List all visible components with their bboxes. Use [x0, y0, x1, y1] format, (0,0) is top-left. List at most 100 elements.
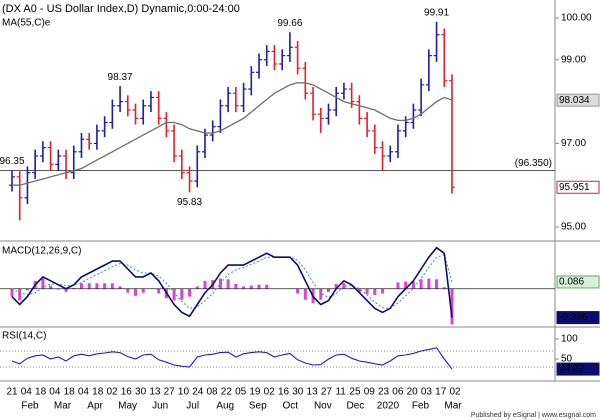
y-tick-label: 100.00	[561, 13, 592, 24]
x-tick-label: 13	[149, 387, 161, 398]
x-tick-label: 18	[35, 387, 47, 398]
histogram-bar	[103, 283, 107, 289]
histogram-bar	[118, 286, 122, 289]
histogram-bar	[226, 279, 230, 289]
month-label: Sep	[249, 401, 267, 412]
x-tick-label: 03	[421, 387, 433, 398]
signal-last-box	[556, 275, 600, 289]
signal-line	[11, 254, 453, 309]
histogram-bar	[396, 282, 400, 289]
histogram-bar	[334, 284, 338, 289]
histogram-bar	[79, 283, 83, 289]
histogram-bar	[188, 288, 192, 297]
month-label: May	[118, 401, 137, 412]
histogram-bar	[49, 285, 53, 289]
x-tick-label: 27	[321, 387, 333, 398]
histogram-bar	[450, 288, 454, 325]
price-annotation: 96.35	[0, 156, 25, 167]
x-tick-label: 11	[335, 387, 346, 398]
x-tick-label: 16	[278, 387, 290, 398]
rsi-last-box	[556, 362, 600, 376]
histogram-bar	[110, 283, 114, 289]
macd-last-box	[556, 311, 600, 325]
macd-line	[11, 246, 453, 318]
ma-line	[12, 82, 453, 186]
histogram-bar	[18, 288, 22, 301]
x-tick-label: 30	[135, 387, 147, 398]
x-tick-label: 25	[349, 387, 361, 398]
x-tick-label: 20	[407, 387, 419, 398]
price-annotation: 98.37	[108, 72, 133, 83]
price-annotation: 99.91	[424, 7, 449, 18]
y-tick-label: 50	[561, 354, 573, 365]
rsi-line	[11, 347, 453, 370]
x-tick-label: 02	[449, 387, 461, 398]
x-tick-label: 27	[164, 387, 176, 398]
histogram-bar	[203, 280, 207, 289]
x-tick-label: 05	[235, 387, 247, 398]
histogram-bar	[234, 284, 238, 289]
x-tick-label: 02	[106, 387, 118, 398]
x-tick-label: 06	[392, 387, 404, 398]
month-label: Apr	[87, 401, 103, 412]
macd-last: -0.366	[559, 312, 588, 323]
month-label: Dec	[346, 401, 364, 412]
histogram-bar	[373, 288, 377, 296]
histogram-bar	[296, 288, 300, 294]
histogram-bar	[411, 281, 415, 289]
x-tick-label: 08	[207, 387, 219, 398]
histogram-bar	[64, 288, 68, 292]
x-tick-label: 13	[307, 387, 319, 398]
histogram-bar	[357, 288, 361, 293]
chart-title: (DX A0 - US Dollar Index,D) Dynamic,0:00…	[2, 3, 240, 15]
signal-last: 0.086	[559, 277, 584, 288]
x-tick-label: 04	[49, 387, 61, 398]
histogram-bar	[303, 288, 307, 300]
month-label: Feb	[21, 401, 39, 412]
y-tick-label: 99.00	[561, 54, 586, 65]
month-label: Oct	[283, 401, 299, 412]
level-label: (96.350)	[515, 158, 552, 169]
month-label: 2020	[377, 401, 400, 412]
x-tick-label: 18	[64, 387, 76, 398]
histogram-bar	[195, 286, 199, 289]
month-label: Aug	[216, 401, 234, 412]
month-label: Jun	[152, 401, 168, 412]
close-last-box	[556, 180, 600, 194]
histogram-bar	[157, 288, 161, 294]
y-tick-label: 97.00	[561, 138, 586, 149]
histogram-bar	[427, 278, 431, 289]
histogram-bar	[381, 288, 385, 294]
macd-title: MACD(12,26,9,C)	[2, 246, 81, 257]
rsi-title: RSI(14,C)	[2, 331, 46, 342]
x-tick-label: 10	[178, 387, 190, 398]
ma-title: MA(55,C)e	[2, 18, 51, 29]
histogram-bar	[180, 288, 184, 300]
price-annotation: 99.66	[277, 18, 302, 29]
histogram-bar	[326, 288, 330, 292]
histogram-bar	[419, 279, 423, 289]
x-tick-label: 19	[249, 387, 261, 398]
month-label: Feb	[412, 401, 430, 412]
histogram-bar	[435, 279, 439, 289]
x-tick-label: 17	[435, 387, 447, 398]
x-tick-label: 09	[364, 387, 376, 398]
histogram-bar	[249, 285, 253, 289]
x-tick-label: 04	[21, 387, 33, 398]
histogram-bar	[365, 288, 369, 295]
footer: Published by eSignal | www.esignal.com	[471, 412, 596, 419]
month-label: Nov	[314, 401, 332, 412]
histogram-bar	[242, 286, 246, 289]
histogram-bar	[141, 288, 145, 293]
close-last: 95.951	[559, 182, 590, 193]
histogram-bar	[126, 288, 130, 293]
histogram-bar	[95, 283, 99, 289]
histogram-bar	[342, 283, 346, 289]
x-tick-label: 21	[6, 387, 18, 398]
histogram-bar	[41, 278, 45, 289]
x-tick-label: 04	[78, 387, 90, 398]
x-tick-label: 30	[292, 387, 304, 398]
histogram-bar	[442, 287, 446, 289]
